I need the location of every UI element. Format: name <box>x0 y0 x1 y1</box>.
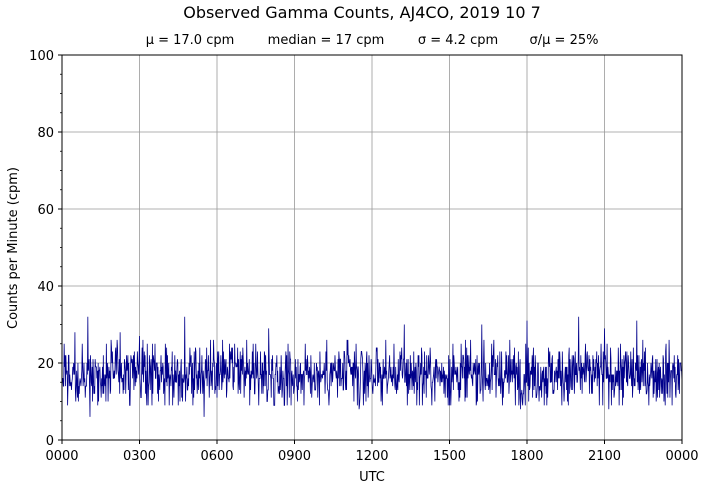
x-tick-label: 1800 <box>510 449 543 464</box>
y-tick-label: 80 <box>37 126 54 141</box>
x-tick-label: 0300 <box>123 449 156 464</box>
y-tick-label: 100 <box>29 49 54 64</box>
axis-ticks: 0000 0300 0600 0900 1200 1500 1800 2100 00000204… <box>29 49 698 464</box>
y-axis-label: Counts per Minute (cpm) <box>6 167 21 329</box>
y-tick-label: 40 <box>37 280 54 295</box>
y-tick-label: 0 <box>46 434 54 449</box>
series-line-group <box>61 316 683 417</box>
x-tick-label: 0900 <box>278 449 311 464</box>
x-axis-label: UTC <box>359 470 385 485</box>
y-tick-label: 20 <box>37 357 54 372</box>
x-tick-label: 0600 <box>200 449 233 464</box>
stat-cv: σ/μ = 25% <box>530 33 599 48</box>
x-tick-label: 1200 <box>355 449 388 464</box>
chart-title: Observed Gamma Counts, AJ4CO, 2019 10 7 <box>183 3 541 22</box>
y-tick-label: 60 <box>37 203 54 218</box>
stat-sigma: σ = 4.2 cpm <box>418 33 498 48</box>
x-tick-label: 0000 <box>665 449 698 464</box>
x-tick-label: 1500 <box>433 449 466 464</box>
stat-median: median = 17 cpm <box>268 33 385 48</box>
x-tick-label: 0000 <box>45 449 78 464</box>
stat-mean: μ = 17.0 cpm <box>146 33 235 48</box>
gamma-count-series-line <box>61 316 683 417</box>
x-tick-label: 2100 <box>588 449 621 464</box>
grid-lines <box>62 55 682 440</box>
